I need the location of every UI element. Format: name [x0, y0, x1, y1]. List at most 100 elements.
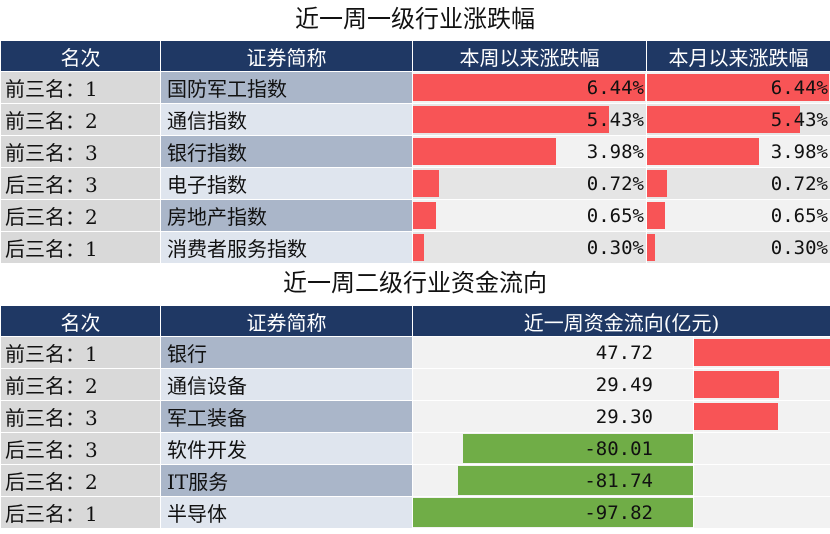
table-row: 前三名：2 通信设备 29.49	[0, 368, 830, 401]
fund-flow-value: 47.72	[595, 341, 653, 364]
rank-cell: 前三名：1	[0, 336, 161, 369]
fund-inflow-cell	[692, 368, 830, 401]
month-change-bar	[647, 74, 829, 101]
month-change-bar	[647, 170, 667, 197]
table1-title: 近一周一级行业涨跌幅	[295, 5, 535, 33]
header-rank: 名次	[0, 40, 161, 72]
table-row: 前三名：1 银行 47.72	[0, 336, 830, 369]
table2-title: 近一周二级行业资金流向	[283, 269, 547, 297]
security-name-cell: 通信设备	[160, 368, 413, 401]
month-change-value: 3.98%	[770, 140, 828, 163]
outflow-bar	[463, 434, 693, 463]
fund-flow-value: 29.49	[595, 373, 653, 396]
week-change-cell: 0.72%	[412, 167, 647, 200]
week-change-cell: 3.98%	[412, 135, 647, 168]
week-change-value: 0.65%	[586, 204, 644, 227]
fund-flow-value: -81.74	[584, 469, 653, 492]
month-change-value: 0.72%	[770, 172, 828, 195]
month-change-cell: 0.65%	[646, 199, 830, 232]
rank-cell: 后三名：1	[0, 231, 161, 264]
table-row: 后三名：1 半导体 -97.82	[0, 496, 830, 529]
rank-cell: 后三名：2	[0, 199, 161, 232]
week-change-cell: 0.65%	[412, 199, 647, 232]
fund-inflow-cell	[692, 400, 830, 433]
week-change-cell: 5.43%	[412, 103, 647, 136]
table-row: 后三名：2 IT服务 -81.74	[0, 464, 830, 497]
rank-cell: 后三名：2	[0, 464, 161, 497]
industry-change-table: 名次 证券简称 本周以来涨跌幅 本月以来涨跌幅 前三名：1 国防军工指数 6.44%…	[0, 40, 830, 264]
table-row: 后三名：3 软件开发 -80.01	[0, 432, 830, 465]
fund-flow-cell: 29.49	[412, 368, 694, 401]
security-name-cell: 银行指数	[160, 135, 413, 168]
fund-inflow-cell	[692, 464, 830, 497]
security-name-cell: 通信指数	[160, 103, 413, 136]
week-change-cell: 6.44%	[412, 71, 647, 104]
rank-cell: 前三名：1	[0, 71, 161, 104]
inflow-bar	[694, 371, 779, 398]
header-name: 证券简称	[160, 305, 413, 337]
week-change-bar	[413, 138, 556, 165]
week-change-bar	[413, 170, 439, 197]
rank-cell: 前三名：3	[0, 400, 161, 433]
inflow-bar	[694, 403, 778, 430]
week-change-value: 6.44%	[586, 76, 644, 99]
outflow-bar	[458, 466, 693, 495]
header-rank: 名次	[0, 305, 161, 337]
security-name-cell: IT服务	[160, 464, 413, 497]
security-name-cell: 电子指数	[160, 167, 413, 200]
outflow-bar	[413, 498, 693, 527]
table-row: 前三名：2 通信指数 5.43% 5.43%	[0, 103, 830, 136]
week-change-bar	[413, 202, 436, 229]
month-change-cell: 6.44%	[646, 71, 830, 104]
fund-flow-cell: -80.01	[412, 432, 694, 465]
rank-cell: 后三名：3	[0, 167, 161, 200]
week-change-bar	[413, 234, 424, 261]
month-change-bar	[647, 106, 800, 133]
fund-inflow-cell	[692, 496, 830, 529]
month-change-bar	[647, 234, 655, 261]
rank-cell: 后三名：1	[0, 496, 161, 529]
header-week-change: 本周以来涨跌幅	[412, 40, 647, 72]
fund-flow-table: 名次 证券简称 近一周资金流向(亿元) 前三名：1 银行 47.72 前三名：2 通信设…	[0, 305, 830, 529]
month-change-value: 0.65%	[770, 204, 828, 227]
week-change-value: 0.30%	[586, 236, 644, 259]
month-change-cell: 0.72%	[646, 167, 830, 200]
table-row: 前三名：3 军工装备 29.30	[0, 400, 830, 433]
fund-flow-cell: -81.74	[412, 464, 694, 497]
security-name-cell: 消费者服务指数	[160, 231, 413, 264]
fund-flow-cell: 29.30	[412, 400, 694, 433]
security-name-cell: 国防军工指数	[160, 71, 413, 104]
fund-inflow-cell	[692, 432, 830, 465]
rank-cell: 前三名：3	[0, 135, 161, 168]
month-change-bar	[647, 202, 665, 229]
week-change-bar	[413, 106, 609, 133]
week-change-value: 0.72%	[586, 172, 644, 195]
table-row: 后三名：3 电子指数 0.72% 0.72%	[0, 167, 830, 200]
inflow-bar	[694, 339, 830, 366]
security-name-cell: 半导体	[160, 496, 413, 529]
table-row: 后三名：1 消费者服务指数 0.30% 0.30%	[0, 231, 830, 264]
security-name-cell: 软件开发	[160, 432, 413, 465]
header-name: 证券简称	[160, 40, 413, 72]
security-name-cell: 军工装备	[160, 400, 413, 433]
week-change-value: 5.43%	[586, 108, 644, 131]
month-change-value: 5.43%	[770, 108, 828, 131]
month-change-bar	[647, 138, 759, 165]
month-change-cell: 3.98%	[646, 135, 830, 168]
month-change-cell: 5.43%	[646, 103, 830, 136]
fund-flow-cell: -97.82	[412, 496, 694, 529]
fund-flow-cell: 47.72	[412, 336, 694, 369]
fund-flow-value: -80.01	[584, 437, 653, 460]
week-change-bar	[413, 74, 645, 101]
week-change-value: 3.98%	[586, 140, 644, 163]
fund-flow-value: -97.82	[584, 501, 653, 524]
security-name-cell: 房地产指数	[160, 199, 413, 232]
table-row: 前三名：1 国防军工指数 6.44% 6.44%	[0, 71, 830, 104]
month-change-cell: 0.30%	[646, 231, 830, 264]
rank-cell: 前三名：2	[0, 103, 161, 136]
rank-cell: 前三名：2	[0, 368, 161, 401]
month-change-value: 6.44%	[770, 76, 828, 99]
fund-flow-value: 29.30	[595, 405, 653, 428]
security-name-cell: 银行	[160, 336, 413, 369]
rank-cell: 后三名：3	[0, 432, 161, 465]
